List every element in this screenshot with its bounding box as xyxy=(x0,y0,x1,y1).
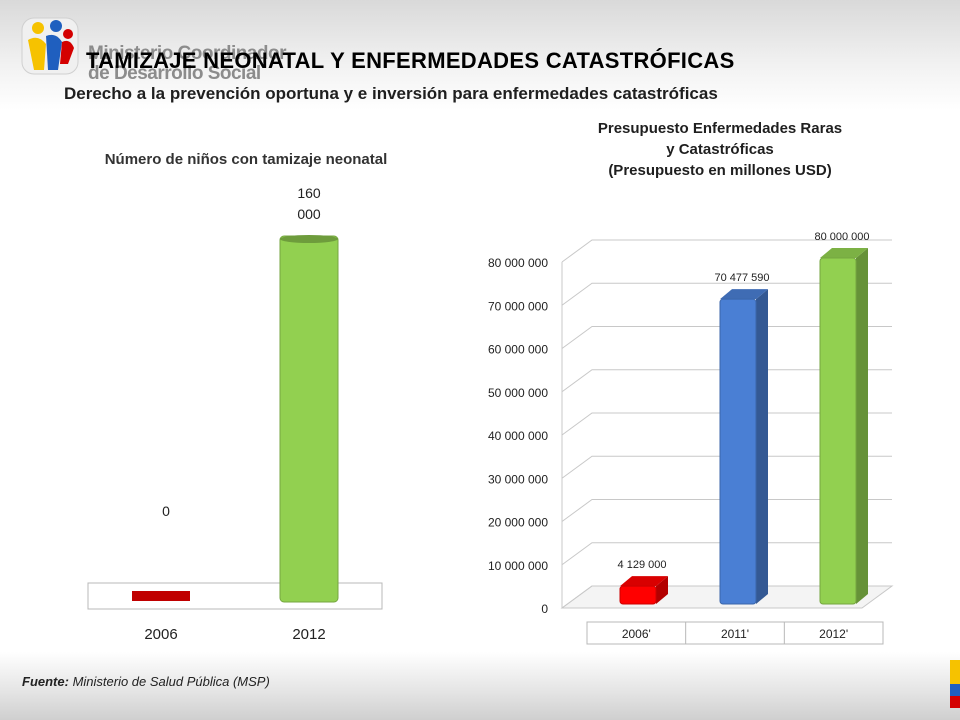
chart2-bar-top xyxy=(720,289,768,300)
chart2-bar-side xyxy=(856,248,868,604)
chart2-bar-top xyxy=(620,576,668,587)
chart1-title: Número de niños con tamizaje neonatal xyxy=(104,151,388,168)
chart2-gridline xyxy=(561,369,892,393)
chart2-y-tick-label: 0 xyxy=(541,602,548,616)
chart2-data-label: 80 000 000 xyxy=(814,231,869,243)
chart2-bar xyxy=(619,585,657,605)
chart2-gridline xyxy=(561,499,892,522)
chart2-gridline xyxy=(561,542,892,566)
chart2-gridline xyxy=(561,239,892,263)
chart2-x-tick-label: 2006' xyxy=(622,627,651,641)
logo-text: Ministerio Coordinador de Desarrollo Soc… xyxy=(88,43,287,84)
chart1-data-label: 160 xyxy=(297,185,321,201)
chart2-y-tick-label: 60 000 000 xyxy=(488,343,548,357)
chart2-data-label: 70 477 590 xyxy=(714,272,769,284)
chart2-gridline xyxy=(561,326,892,349)
chart2-bar-top xyxy=(820,248,868,258)
header-band xyxy=(0,0,960,110)
chart2-x-tick-label: 2012' xyxy=(819,627,848,641)
chart2-gridline xyxy=(561,282,892,306)
chart2-y-tick-label: 30 000 000 xyxy=(488,472,548,486)
page-subtitle: Derecho a la prevención oportuna y e inv… xyxy=(64,84,718,103)
chart2-y-tick-label: 50 000 000 xyxy=(488,386,548,400)
chart2-gridline xyxy=(561,455,892,479)
chart1-bar-cap xyxy=(280,235,338,243)
chart1-bar xyxy=(132,591,190,601)
chart2-y-tick-label: 10 000 000 xyxy=(488,559,548,573)
chart2-bar xyxy=(819,257,857,605)
chart2-gridline xyxy=(561,412,892,436)
chart2-bar xyxy=(719,298,757,605)
chart2-bar-side xyxy=(756,289,768,604)
chart2-data-label: 4 129 000 xyxy=(618,559,667,571)
chart1-x-tick-label: 2006 xyxy=(144,626,177,643)
source-text: Ministerio de Salud Pública (MSP) xyxy=(68,674,270,689)
chart2-bar-side xyxy=(656,576,668,604)
page-title: TAMIZAJE NEONATAL Y ENFERMEDADES CATASTR… xyxy=(86,48,735,73)
chart1-data-label: 000 xyxy=(297,206,321,222)
chart2-y-tick-label: 80 000 000 xyxy=(488,256,548,270)
ministry-logo xyxy=(21,17,79,75)
footer-band xyxy=(0,652,960,720)
flag-icon xyxy=(950,660,960,708)
chart1-data-label: 0 xyxy=(162,503,170,519)
chart1-bar xyxy=(279,235,339,603)
chart2-category-box xyxy=(586,621,884,645)
chart2-gridline xyxy=(561,585,892,609)
chart2-y-tick-label: 40 000 000 xyxy=(488,429,548,443)
source-label: Fuente: xyxy=(22,674,69,689)
chart2-y-tick-label: 70 000 000 xyxy=(488,299,548,313)
source-note: Fuente: Ministerio de Salud Pública (MSP… xyxy=(22,674,270,689)
chart2-y-tick-label: 20 000 000 xyxy=(488,516,548,530)
chart2-x-tick-label: 2011' xyxy=(721,627,749,641)
chart2-title: Presupuesto Enfermedades Raras y Catastr… xyxy=(597,120,843,179)
chart1-x-tick-label: 2012 xyxy=(292,626,325,643)
